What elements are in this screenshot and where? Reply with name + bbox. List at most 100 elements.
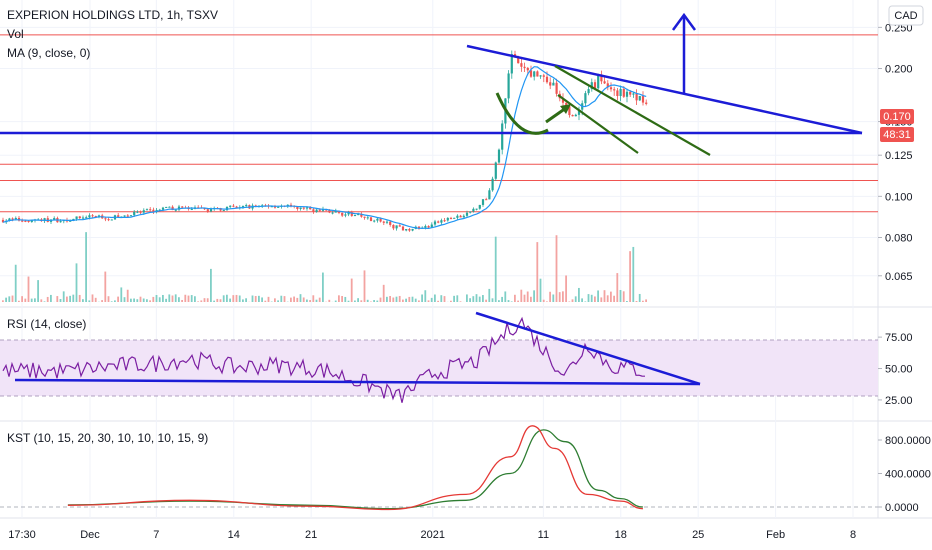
candle-body[interactable] — [600, 74, 603, 82]
symbol-title[interactable]: EXPERION HOLDINGS LTD, 1h, TSXV — [7, 8, 218, 22]
currency-button-bg[interactable] — [888, 5, 924, 26]
candle-body[interactable] — [309, 207, 312, 210]
candle-body[interactable] — [161, 207, 165, 210]
candle-body[interactable] — [27, 220, 30, 222]
candle-body[interactable] — [81, 217, 85, 219]
candle-body[interactable] — [625, 91, 629, 97]
channel-lower-line[interactable] — [557, 94, 639, 154]
candle-body[interactable] — [241, 206, 245, 208]
candle-body[interactable] — [427, 226, 430, 228]
candle-body[interactable] — [577, 109, 581, 115]
candle-body[interactable] — [165, 206, 168, 208]
candle-body[interactable] — [14, 217, 17, 220]
trend-drawings[interactable] — [0, 12, 863, 156]
cup-curve[interactable] — [495, 92, 549, 135]
candle-body[interactable] — [609, 87, 613, 90]
rsi-title[interactable]: RSI (14, close) — [7, 317, 86, 331]
candle-body[interactable] — [24, 220, 27, 222]
candle-body[interactable] — [590, 82, 593, 90]
candle-body[interactable] — [277, 206, 280, 208]
candle-body[interactable] — [645, 102, 648, 104]
candle-body[interactable] — [398, 225, 401, 227]
candle-body[interactable] — [363, 216, 366, 218]
candle-body[interactable] — [465, 212, 469, 216]
candle-body[interactable] — [385, 221, 389, 223]
candle-body[interactable] — [552, 82, 555, 86]
cup-arrow-shaft[interactable] — [545, 106, 567, 124]
candle-body[interactable] — [488, 190, 491, 200]
candle-body[interactable] — [635, 93, 638, 101]
candle-body[interactable] — [475, 208, 478, 210]
candle-body[interactable] — [328, 210, 331, 213]
candle-body[interactable] — [446, 217, 449, 221]
candle-body[interactable] — [606, 83, 609, 88]
descending-trendline[interactable] — [466, 44, 863, 135]
breakout-arrow-head[interactable] — [671, 12, 697, 31]
candle-body[interactable] — [357, 214, 360, 216]
candle-body[interactable] — [462, 215, 465, 218]
candle-body[interactable] — [88, 215, 91, 218]
candle-body[interactable] — [456, 215, 459, 218]
candle-body[interactable] — [533, 71, 536, 77]
candle-body[interactable] — [638, 96, 641, 101]
candle-body[interactable] — [584, 93, 587, 104]
candle-body[interactable] — [565, 102, 568, 107]
candle-body[interactable] — [401, 226, 405, 231]
candle-body[interactable] — [382, 221, 385, 223]
candle-body[interactable] — [443, 220, 446, 222]
candle-body[interactable] — [491, 178, 494, 191]
candle-body[interactable] — [517, 57, 520, 64]
candle-body[interactable] — [597, 74, 600, 89]
candle-body[interactable] — [395, 225, 398, 229]
candle-body[interactable] — [299, 207, 302, 209]
candle-body[interactable] — [302, 207, 305, 209]
candle-body[interactable] — [411, 228, 414, 231]
candle-body[interactable] — [229, 205, 232, 207]
candle-body[interactable] — [59, 221, 62, 223]
candle-body[interactable] — [129, 215, 133, 217]
candle-body[interactable] — [459, 215, 462, 218]
candle-body[interactable] — [123, 215, 126, 217]
candle-body[interactable] — [110, 219, 113, 221]
candle-body[interactable] — [369, 217, 373, 222]
candle-body[interactable] — [408, 229, 411, 231]
candle-body[interactable] — [11, 218, 14, 220]
candle-body[interactable] — [181, 206, 184, 208]
candle-body[interactable] — [603, 81, 606, 84]
candle-body[interactable] — [507, 73, 510, 99]
candle-body[interactable] — [53, 218, 56, 220]
candle-body[interactable] — [481, 199, 485, 205]
candle-body[interactable] — [587, 89, 590, 94]
candle-body[interactable] — [312, 209, 315, 213]
candle-body[interactable] — [539, 75, 542, 77]
candle-body[interactable] — [174, 209, 177, 211]
candle-body[interactable] — [629, 91, 632, 95]
candle-body[interactable] — [78, 216, 81, 219]
currency-button[interactable]: CAD — [888, 5, 924, 26]
candle-body[interactable] — [469, 211, 472, 213]
candle-body[interactable] — [453, 217, 456, 219]
candle-body[interactable] — [526, 67, 529, 71]
candle-body[interactable] — [296, 206, 299, 209]
candle-body[interactable] — [337, 210, 341, 213]
candle-body[interactable] — [97, 215, 101, 217]
candle-body[interactable] — [616, 90, 619, 97]
candle-body[interactable] — [30, 220, 33, 222]
candle-body[interactable] — [1, 219, 5, 223]
rsi-support-line[interactable] — [14, 378, 701, 386]
candle-body[interactable] — [334, 210, 337, 213]
candle-body[interactable] — [8, 218, 11, 221]
candle-body[interactable] — [392, 224, 395, 229]
candle-body[interactable] — [168, 206, 171, 208]
candle-body[interactable] — [305, 207, 309, 209]
candle-body[interactable] — [94, 216, 97, 218]
candle-body[interactable] — [149, 209, 152, 211]
candle-body[interactable] — [622, 88, 625, 97]
candle-body[interactable] — [245, 205, 248, 207]
candle-body[interactable] — [536, 71, 539, 77]
candle-body[interactable] — [520, 63, 523, 67]
candle-body[interactable] — [43, 218, 46, 222]
kst-scale[interactable]: 0.0000 400.0000 800.0000 — [878, 435, 931, 514]
candle-body[interactable] — [104, 218, 107, 220]
